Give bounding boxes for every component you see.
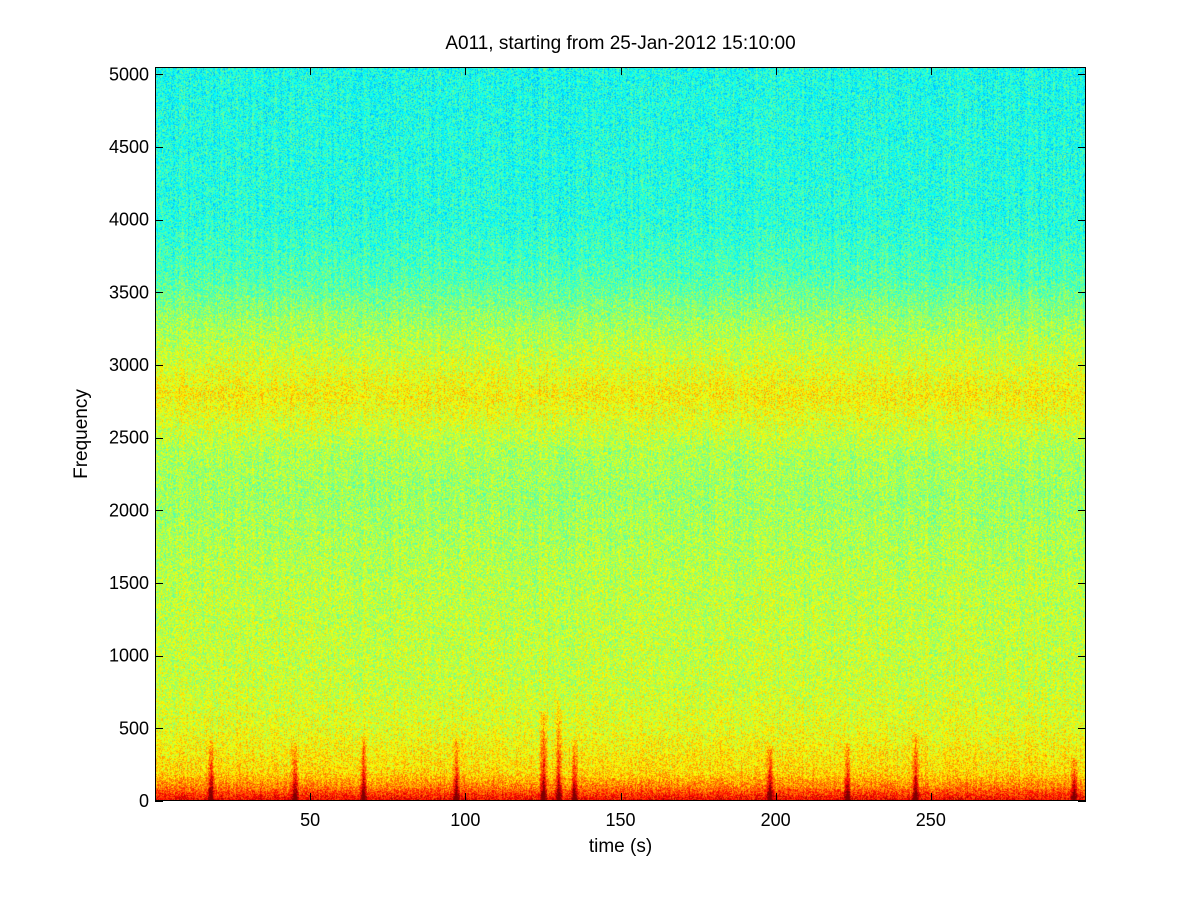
chart-title: A011, starting from 25-Jan-2012 15:10:00 xyxy=(445,33,796,54)
y-tick-label: 500 xyxy=(119,718,149,738)
x-tick-label: 150 xyxy=(605,810,635,830)
y-tick-label: 2000 xyxy=(109,500,149,520)
y-axis-label: Frequency xyxy=(71,389,92,479)
y-tick-label: 5000 xyxy=(109,64,149,84)
y-tick-label: 2500 xyxy=(109,428,149,448)
x-tick-label: 50 xyxy=(300,810,320,830)
x-tick-label: 200 xyxy=(761,810,791,830)
y-tick-label: 4500 xyxy=(109,137,149,157)
y-tick-label: 3000 xyxy=(109,355,149,375)
spectrogram-heatmap xyxy=(155,67,1086,801)
x-tick-label: 250 xyxy=(916,810,946,830)
x-axis-label: time (s) xyxy=(588,836,653,857)
y-tick-label: 4000 xyxy=(109,210,149,230)
plot-frame xyxy=(155,67,1086,801)
y-tick-label: 0 xyxy=(139,791,149,811)
y-tick-label: 1500 xyxy=(109,573,149,593)
y-tick-label: 1000 xyxy=(109,646,149,666)
x-tick-label: 100 xyxy=(450,810,480,830)
y-tick-label: 3500 xyxy=(109,282,149,302)
